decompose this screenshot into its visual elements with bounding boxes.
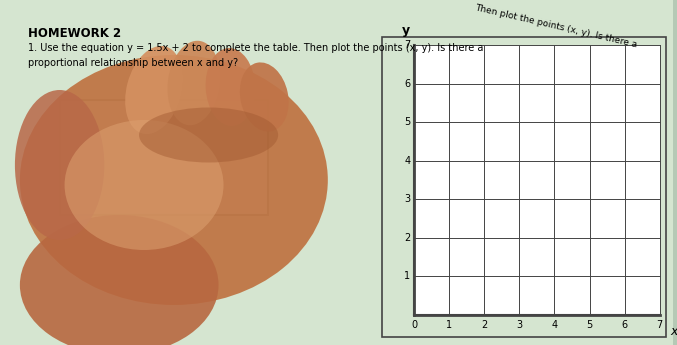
Ellipse shape xyxy=(125,46,183,134)
Text: 4: 4 xyxy=(404,156,410,166)
Text: 7: 7 xyxy=(404,40,410,50)
Bar xyxy=(383,37,665,337)
Text: 5: 5 xyxy=(404,117,410,127)
Text: x: x xyxy=(670,325,677,338)
Ellipse shape xyxy=(167,41,220,125)
Ellipse shape xyxy=(64,120,223,250)
Text: 5: 5 xyxy=(586,320,592,330)
Ellipse shape xyxy=(139,108,278,162)
Text: 6: 6 xyxy=(621,320,628,330)
Text: 3: 3 xyxy=(517,320,523,330)
Text: 1. Use the equation y = 1.5x + 2 to complete the table. Then plot the points (x,: 1. Use the equation y = 1.5x + 2 to comp… xyxy=(28,43,483,53)
Ellipse shape xyxy=(20,55,328,305)
Text: 0: 0 xyxy=(411,320,417,330)
Bar xyxy=(60,100,268,215)
Text: 6: 6 xyxy=(404,79,410,89)
Text: y: y xyxy=(402,24,410,37)
Text: HOMEWORK 2: HOMEWORK 2 xyxy=(28,27,121,40)
Text: 7: 7 xyxy=(657,320,663,330)
Text: 2: 2 xyxy=(404,233,410,243)
Text: 3: 3 xyxy=(404,194,410,204)
Ellipse shape xyxy=(15,90,104,240)
Text: 4: 4 xyxy=(551,320,558,330)
Text: 1: 1 xyxy=(404,272,410,282)
Ellipse shape xyxy=(240,62,288,131)
Ellipse shape xyxy=(206,48,255,126)
Text: proportional relationship between x and y?: proportional relationship between x and … xyxy=(28,58,238,68)
Ellipse shape xyxy=(20,215,219,345)
Text: Then plot the points (x, y). Is there a: Then plot the points (x, y). Is there a xyxy=(475,3,638,49)
Text: 1: 1 xyxy=(446,320,452,330)
Text: 2: 2 xyxy=(481,320,487,330)
Bar xyxy=(414,45,659,315)
